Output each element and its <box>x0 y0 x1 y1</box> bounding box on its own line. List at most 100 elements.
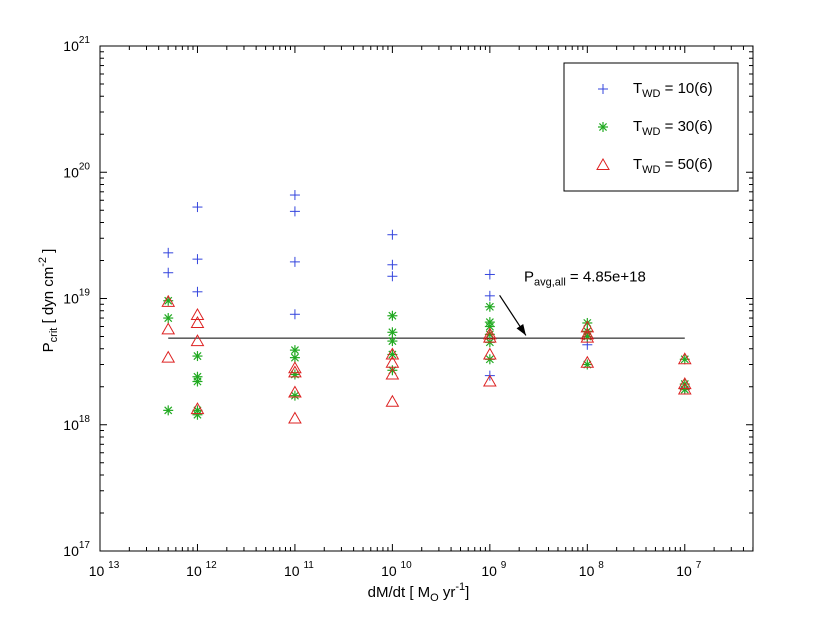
series-1-point-13 <box>484 269 495 280</box>
x-tick-label: 10 7 <box>676 560 701 579</box>
series-1-point-7 <box>289 206 300 217</box>
series-2-point-4 <box>192 351 203 362</box>
series-1-point-14 <box>484 290 495 301</box>
x-axis-label-pre: dM/dt [ M <box>368 584 431 601</box>
series-3-point-24 <box>677 352 692 365</box>
x-tick-label: 10 10 <box>381 560 412 579</box>
series-2-point-26 <box>582 331 593 342</box>
series-2-point-3 <box>163 405 174 416</box>
series-3-point-12 <box>385 347 400 360</box>
star-marker-d2 <box>164 314 173 323</box>
series-3-point-21 <box>580 327 595 340</box>
series-3-point-15 <box>385 394 400 407</box>
series-3-point-6 <box>190 334 205 347</box>
x-axis-label: dM/dt [ MO yr-1] <box>368 581 470 604</box>
series-1-point-12 <box>387 271 398 282</box>
x-tick-label: 10 8 <box>579 560 604 579</box>
annotation-label-p: P <box>524 269 534 286</box>
y-tick-label: 1017 <box>63 540 90 559</box>
data-markers <box>161 190 692 424</box>
x-tick-label: 10 11 <box>284 560 314 579</box>
x-tick-label: 10 9 <box>481 560 506 579</box>
legend: TWD = 10(6) TWD = 30(6) TWD = 50(6) <box>563 62 739 192</box>
series-3-point-10 <box>288 385 302 398</box>
y-axis-label-pre: P <box>40 342 57 352</box>
star-marker-d2 <box>485 302 494 311</box>
legend-label-series-1-t: T <box>633 80 642 97</box>
series-2-point-18 <box>484 301 495 312</box>
series-3-point-18 <box>482 347 497 360</box>
annotation-label-value: = 4.85e+18 <box>566 269 646 286</box>
star-marker-d2 <box>485 322 494 331</box>
legend-label-series-3-sub: WD <box>642 164 660 176</box>
series-2-point-8 <box>192 409 203 420</box>
series-2-point-10 <box>289 352 300 363</box>
legend-label-series-3-t: T <box>633 156 642 173</box>
star-marker-d2 <box>164 296 173 305</box>
x-axis: 10 13 10 12 10 11 10 10 10 9 10 8 10 7 <box>89 46 754 579</box>
annotation-label-sub: avg,all <box>534 277 566 289</box>
series-2-point-14 <box>387 327 398 338</box>
series-2-point-6 <box>192 376 203 387</box>
legend-label-series-2: TWD = 30(6) <box>633 118 713 138</box>
series-3-point-11 <box>288 411 302 424</box>
y-axis-label-sup: -2 <box>37 257 49 267</box>
x-tick-label: 10 12 <box>186 560 217 579</box>
legend-label-series-3-value: = 50(6) <box>661 156 713 173</box>
series-3-point-19 <box>482 374 497 387</box>
y-axis-label-sub: crit <box>48 328 60 343</box>
star-marker-d2 <box>290 353 299 362</box>
legend-marker-series-3 <box>596 157 610 170</box>
series-3-point-22 <box>580 330 595 343</box>
series-1-point-11 <box>387 259 398 270</box>
star-marker-d2 <box>193 377 202 386</box>
legend-label-series-2-sub: WD <box>642 126 660 138</box>
y-tick-label: 1021 <box>63 35 90 54</box>
legend-label-series-2-value: = 30(6) <box>661 118 713 135</box>
series-2-point-15 <box>387 336 398 347</box>
star-marker-d2 <box>290 391 299 400</box>
series-1-point-9 <box>289 309 300 320</box>
series-1-point-2 <box>163 267 174 278</box>
legend-label-series-1-sub: WD <box>642 88 660 100</box>
y-axis-label-mid: [ dyn cm <box>40 267 57 328</box>
series-2-point-12 <box>289 390 300 401</box>
legend-marker-series-1 <box>598 84 608 94</box>
legend-box <box>563 62 739 192</box>
annotation: Pavg,all = 4.85e+18 <box>499 269 646 336</box>
annotation-arrow-head <box>516 324 526 336</box>
series-3-point-23 <box>580 355 595 368</box>
y-axis: 1017 1018 1019 1020 1021 <box>63 35 753 559</box>
x-axis-label-sup: -1 <box>455 581 465 593</box>
series-1-point-3 <box>192 202 203 213</box>
series-3-point-2 <box>161 322 176 335</box>
star-marker-d2 <box>388 337 397 346</box>
y-tick-label: 1020 <box>63 161 90 180</box>
star-marker-d2 <box>598 122 608 132</box>
y-tick-label: 1018 <box>63 414 90 433</box>
series-3-point-17 <box>482 330 497 343</box>
star-marker-d2 <box>388 328 397 337</box>
legend-label-series-3: TWD = 50(6) <box>633 156 713 176</box>
legend-label-series-2-t: T <box>633 118 642 135</box>
series-2-point-1 <box>163 295 174 306</box>
star-marker-d2 <box>388 311 397 320</box>
series-3-point-9 <box>288 365 302 378</box>
series-1-point-4 <box>192 254 203 265</box>
series-2-point-2 <box>163 313 174 324</box>
star-marker-d2 <box>193 410 202 419</box>
series-3-point-13 <box>385 355 400 368</box>
series-1-point-6 <box>289 190 300 201</box>
series-1-point-1 <box>163 247 174 258</box>
series-2-point-13 <box>387 310 398 321</box>
series-2-point-11 <box>289 369 300 380</box>
y-axis-label: Pcrit [ dyn cm-2 ] <box>37 249 60 353</box>
legend-marker-series-2 <box>598 122 608 132</box>
series-2-point-27 <box>582 359 593 370</box>
star-marker-d2 <box>290 346 299 355</box>
series-3-point-5 <box>190 315 205 328</box>
y-tick-label: 1019 <box>63 288 90 307</box>
series-3-point-4 <box>190 308 205 321</box>
x-axis-label-sub: O <box>430 592 439 604</box>
